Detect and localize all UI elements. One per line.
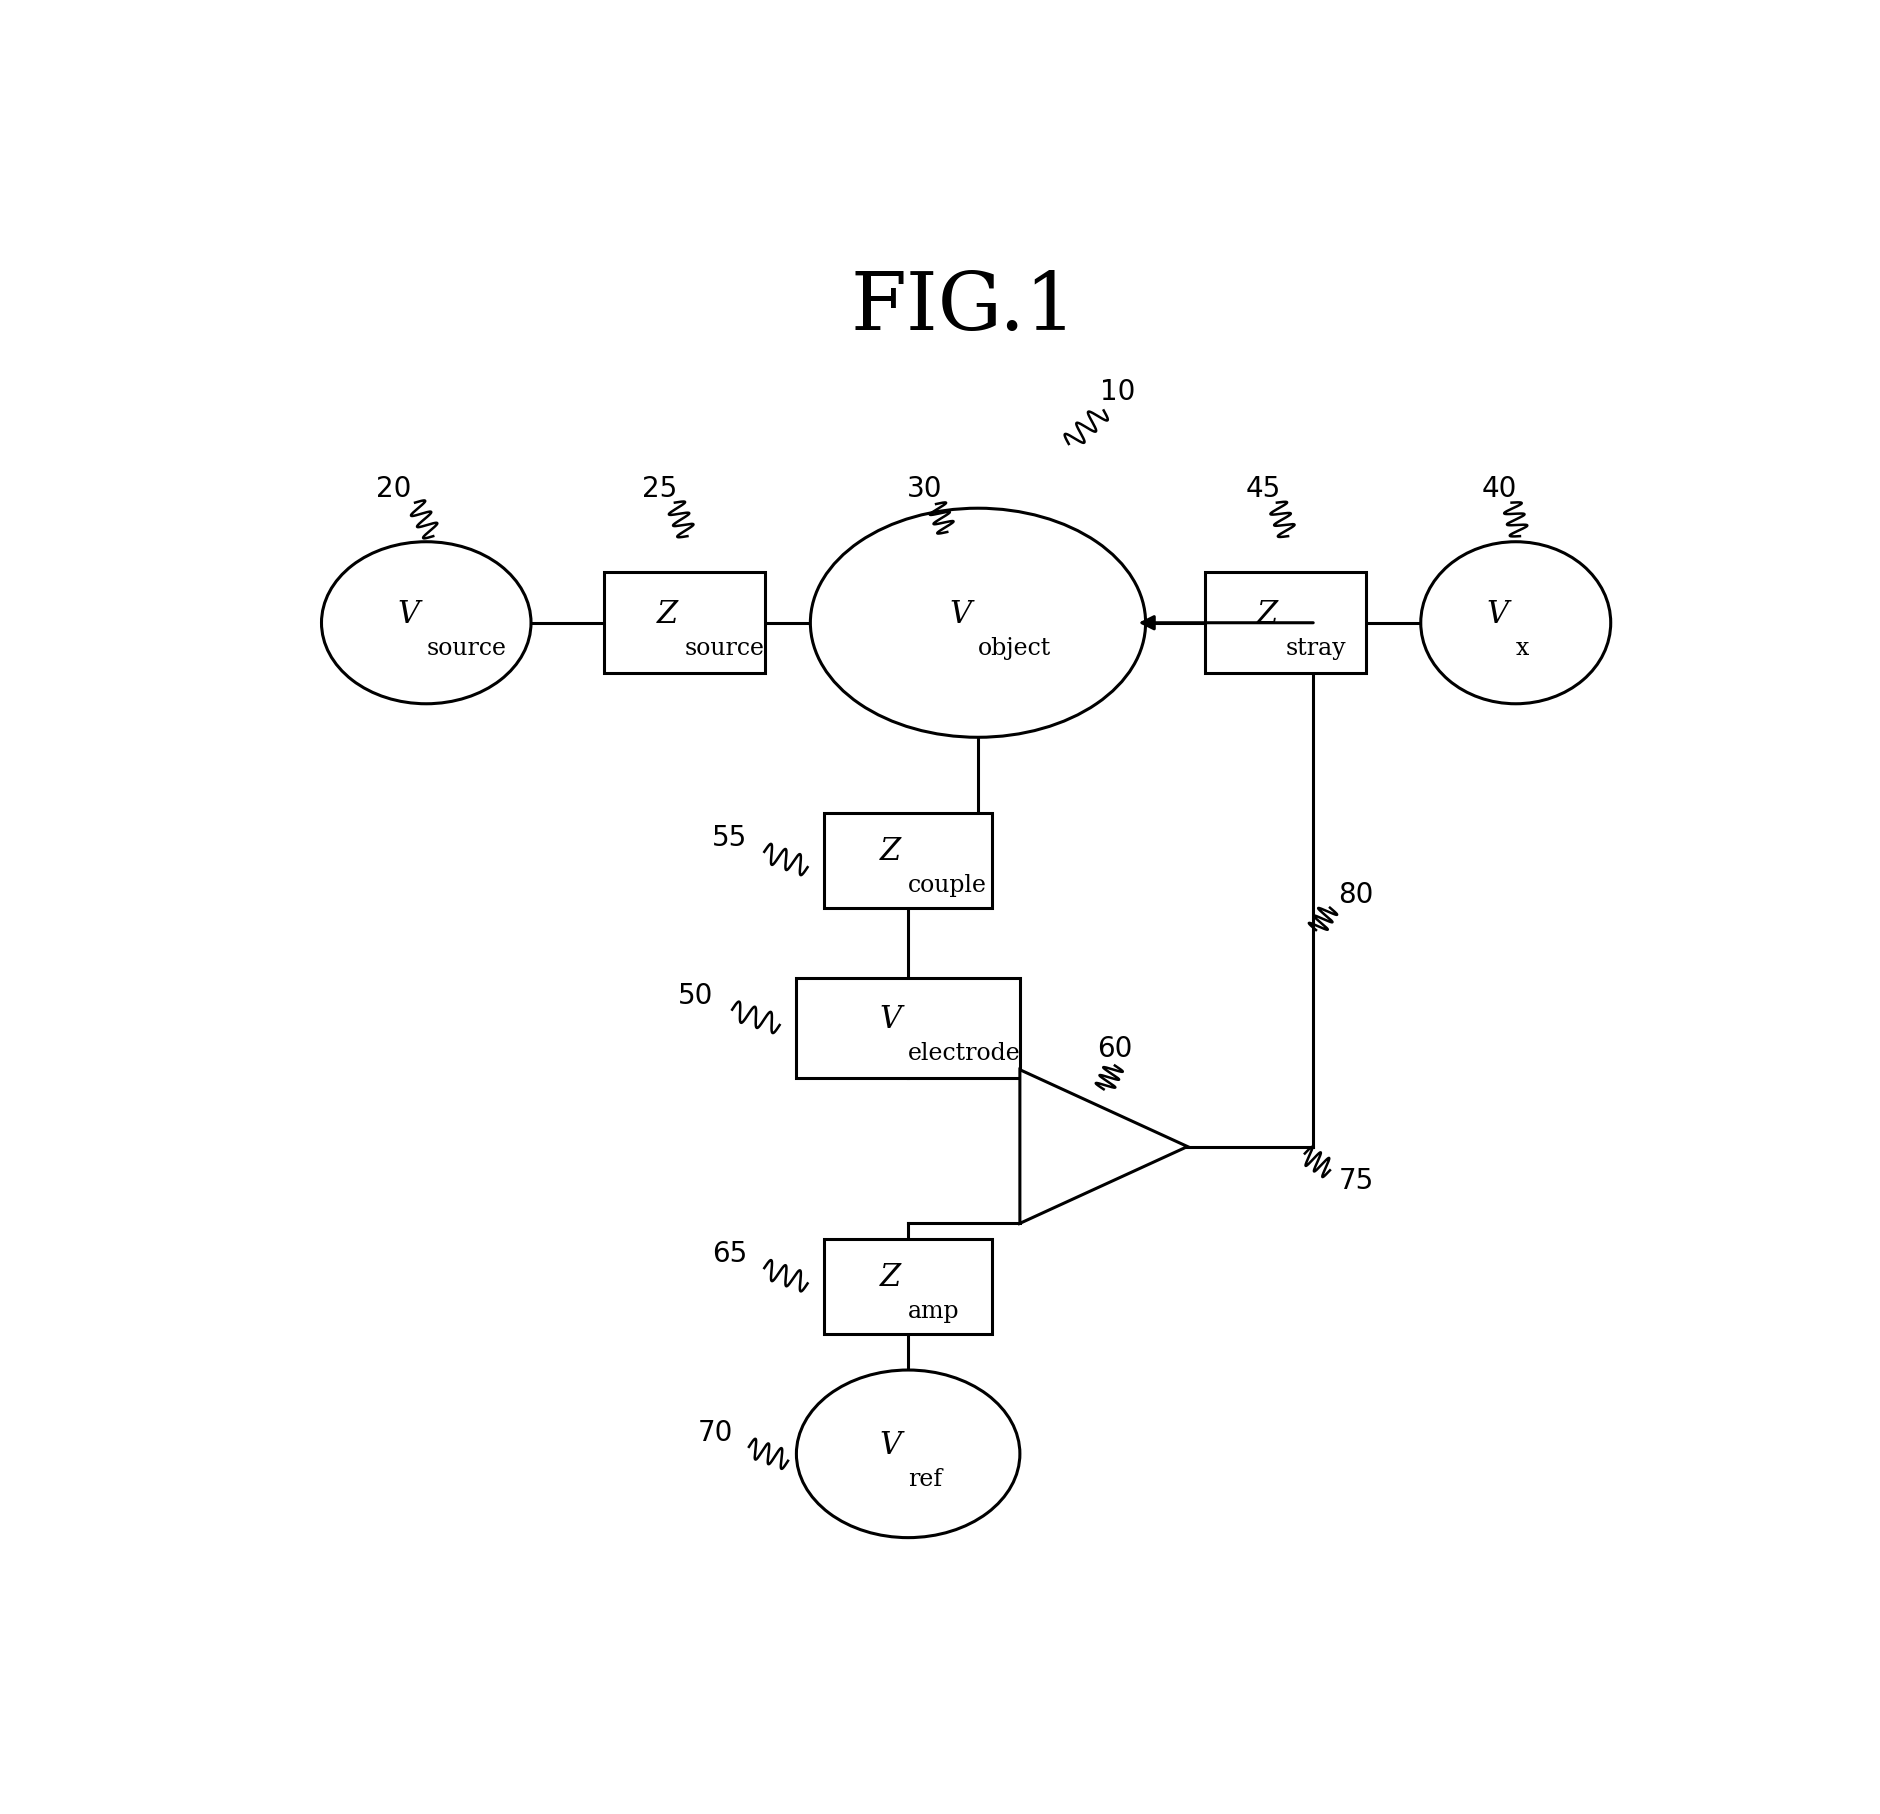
Text: x: x <box>1515 637 1528 660</box>
Ellipse shape <box>321 542 530 704</box>
Text: 10: 10 <box>1100 379 1136 406</box>
Text: V: V <box>878 1003 901 1036</box>
Text: object: object <box>978 637 1051 660</box>
Text: Z: Z <box>1256 599 1278 629</box>
Text: 75: 75 <box>1339 1168 1372 1195</box>
Text: V: V <box>949 599 970 629</box>
Text: stray: stray <box>1284 637 1346 660</box>
Text: 65: 65 <box>711 1241 746 1268</box>
Ellipse shape <box>1419 542 1609 704</box>
Text: 60: 60 <box>1096 1034 1132 1063</box>
Text: 30: 30 <box>906 475 942 502</box>
Ellipse shape <box>810 508 1145 736</box>
Bar <box>823 1239 991 1333</box>
Text: couple: couple <box>908 874 987 898</box>
Text: source: source <box>427 637 506 660</box>
Text: 40: 40 <box>1481 475 1515 502</box>
Bar <box>823 813 991 907</box>
Text: amp: amp <box>908 1301 959 1322</box>
Text: 70: 70 <box>697 1419 733 1448</box>
Text: electrode: electrode <box>908 1041 1021 1065</box>
Text: 50: 50 <box>679 981 713 1010</box>
Text: Z: Z <box>880 1263 901 1293</box>
Text: V: V <box>878 1429 901 1460</box>
Ellipse shape <box>795 1370 1019 1538</box>
Text: 80: 80 <box>1339 882 1372 909</box>
Text: 55: 55 <box>711 824 746 853</box>
Bar <box>603 573 765 673</box>
Polygon shape <box>1019 1070 1186 1223</box>
Text: source: source <box>684 637 765 660</box>
Text: Z: Z <box>656 599 677 629</box>
Text: V: V <box>397 599 419 629</box>
Bar <box>1205 573 1365 673</box>
Bar <box>795 978 1019 1078</box>
Text: FIG.1: FIG.1 <box>850 270 1077 348</box>
Text: ref: ref <box>908 1468 942 1491</box>
Text: 25: 25 <box>641 475 677 502</box>
Text: V: V <box>1485 599 1508 629</box>
Text: 20: 20 <box>376 475 412 502</box>
Text: 45: 45 <box>1245 475 1280 502</box>
Text: Z: Z <box>880 836 901 867</box>
